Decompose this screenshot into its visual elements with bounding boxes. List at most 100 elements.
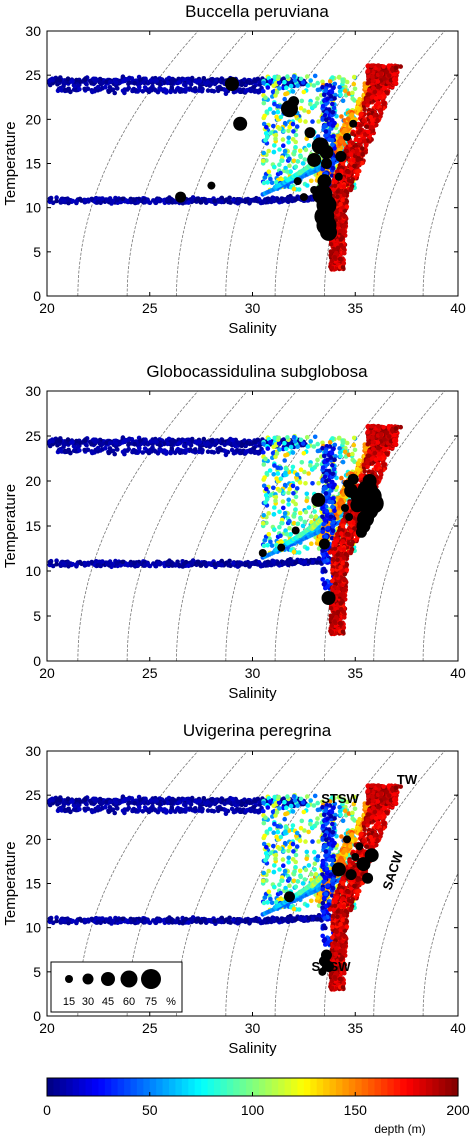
depth-point — [122, 90, 127, 96]
depth-point — [360, 146, 365, 151]
depth-point — [107, 440, 113, 446]
depth-point — [302, 108, 307, 113]
depth-point — [276, 435, 282, 441]
depth-point — [287, 124, 293, 130]
depth-point — [165, 197, 171, 203]
depth-point — [337, 446, 342, 451]
depth-point — [132, 197, 137, 203]
depth-point — [352, 459, 357, 465]
depth-point — [352, 163, 357, 169]
depth-point — [261, 562, 267, 567]
depth-point — [199, 88, 205, 94]
depth-point — [340, 265, 346, 270]
depth-point — [330, 142, 335, 147]
depth-point — [297, 480, 303, 485]
depth-point — [153, 78, 159, 83]
depth-point — [141, 79, 146, 85]
depth-point — [153, 200, 158, 206]
x-tick-label: 35 — [347, 300, 363, 316]
depth-point — [89, 81, 94, 86]
depth-point — [325, 96, 330, 101]
depth-point — [356, 151, 362, 157]
abundance-marker — [319, 145, 334, 160]
depth-point — [65, 437, 71, 442]
depth-point — [308, 439, 314, 444]
depth-point — [112, 90, 117, 96]
depth-point — [275, 109, 281, 115]
depth-point — [107, 85, 113, 90]
depth-point — [284, 446, 289, 452]
depth-point — [201, 76, 207, 81]
depth-point — [303, 481, 308, 486]
depth-point — [327, 79, 333, 84]
depth-point — [346, 169, 351, 175]
depth-point — [120, 559, 126, 565]
depth-point — [292, 439, 298, 444]
depth-point — [269, 180, 275, 185]
depth-point — [375, 117, 380, 123]
depth-point — [291, 74, 297, 79]
depth-point — [316, 480, 321, 486]
depth-point — [238, 562, 243, 567]
depth-point — [322, 112, 328, 118]
depth-point — [294, 472, 300, 477]
abundance-marker — [334, 172, 343, 181]
depth-point — [355, 100, 361, 105]
depth-point — [282, 79, 287, 85]
depth-point — [265, 85, 271, 90]
depth-point — [271, 149, 277, 155]
depth-point — [70, 198, 76, 204]
depth-point — [298, 76, 304, 82]
depth-point — [138, 438, 143, 443]
depth-point — [261, 543, 267, 549]
depth-point — [346, 178, 352, 183]
depth-point — [358, 112, 364, 117]
depth-point — [261, 80, 266, 86]
depth-point — [351, 81, 357, 87]
depth-point — [344, 148, 350, 154]
depth-point — [281, 505, 286, 511]
panel-2-title: Globocassidulina subglobosa — [146, 362, 368, 381]
depth-point — [280, 137, 286, 142]
depth-point — [373, 96, 379, 101]
depth-point — [272, 505, 277, 510]
depth-point — [308, 78, 314, 83]
depth-point — [251, 445, 257, 451]
depth-point — [272, 143, 277, 148]
depth-point — [193, 78, 199, 84]
depth-point — [219, 562, 225, 568]
depth-point — [282, 96, 288, 102]
depth-point — [85, 197, 91, 203]
depth-point — [82, 438, 88, 444]
depth-point — [362, 132, 368, 137]
depth-point — [302, 157, 308, 162]
depth-point — [277, 126, 282, 131]
y-axis-label: Temperature — [2, 121, 19, 205]
depth-point — [176, 80, 182, 85]
depth-point — [304, 498, 310, 504]
depth-point — [362, 107, 368, 112]
depth-point — [330, 118, 335, 123]
depth-point — [320, 116, 326, 121]
depth-point — [332, 96, 337, 101]
depth-point — [369, 95, 375, 100]
depth-point — [230, 437, 235, 443]
depth-point — [58, 87, 63, 93]
depth-point — [335, 194, 340, 199]
depth-point — [199, 450, 205, 455]
depth-point — [324, 117, 329, 122]
depth-point — [365, 103, 370, 108]
depth-point — [137, 84, 142, 90]
depth-point — [350, 177, 356, 182]
depth-point — [74, 438, 79, 444]
depth-point — [275, 104, 281, 109]
depth-point — [115, 447, 120, 452]
depth-point — [306, 109, 311, 115]
depth-point — [106, 88, 112, 94]
depth-point — [302, 519, 308, 525]
depth-point — [186, 200, 191, 205]
depth-point — [89, 559, 94, 565]
depth-point — [57, 438, 63, 444]
depth-point — [286, 502, 291, 507]
depth-point — [93, 78, 98, 84]
